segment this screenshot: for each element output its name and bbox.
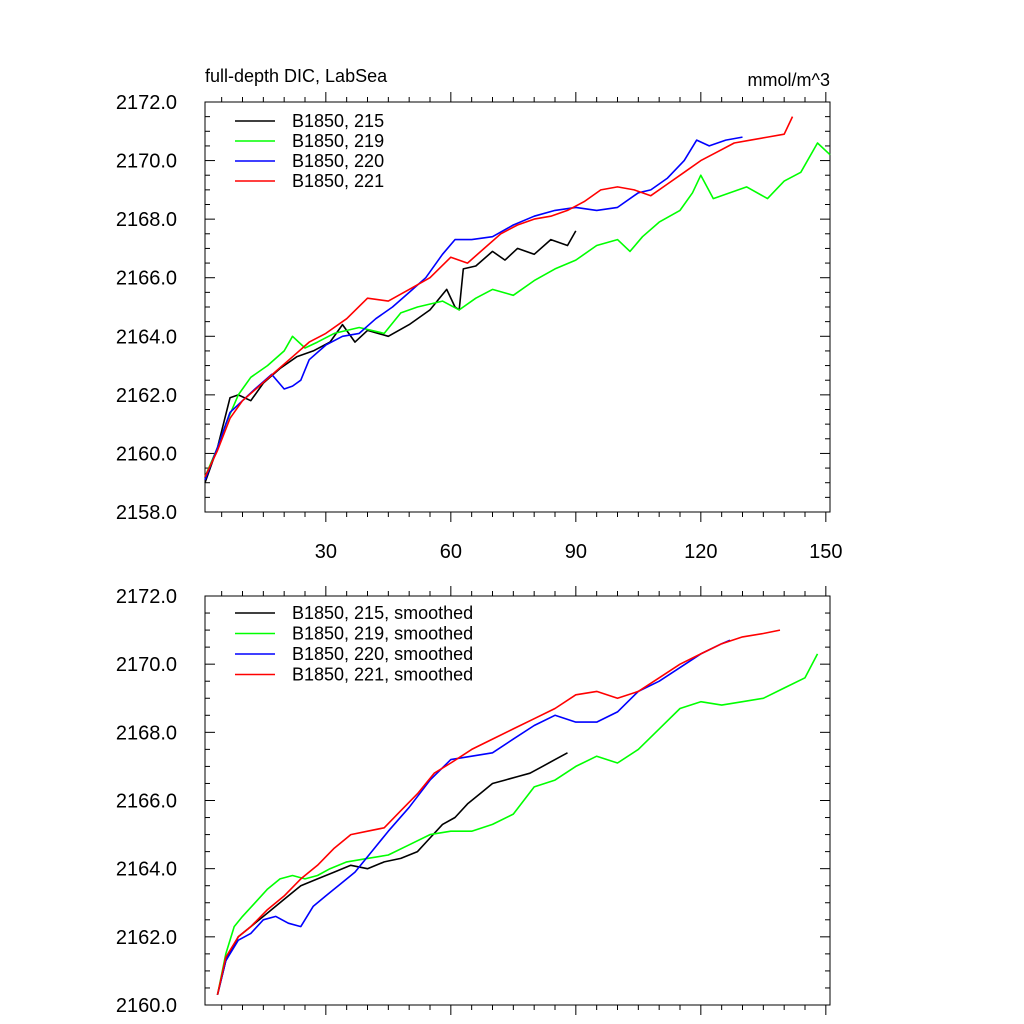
top-y-tick-label: 2168.0 [116,209,177,231]
bottom-y-tick-label: 2164.0 [116,859,177,881]
bottom-panel: 2160.0 2162.0 2164.0 2166.0 2168.0 2170.0 2172… [116,586,831,1017]
top-series-line-1 [204,230,577,483]
top-legend-label: B1850, 219 [292,131,384,151]
top-y-tick-label: 2172.0 [116,92,177,114]
bottom-legend-label: B1850, 219, smoothed [292,624,473,644]
top-chart-title: full-depth DIC, LabSea [205,66,388,86]
bottom-y-tick-label: 2166.0 [116,791,177,813]
bottom-series-line-4 [216,629,781,995]
top-x-tick-label: 30 [315,541,337,563]
top-y-tick-label: 2166.0 [116,268,177,290]
top-x-tick-label: 90 [565,541,587,563]
top-legend-label: B1850, 221 [292,171,384,191]
top-legend-label: B1850, 215 [292,111,384,131]
bottom-y-tick-label: 2170.0 [116,654,177,676]
top-chart-units: mmol/m^3 [748,70,830,90]
top-series-line-4 [204,116,794,478]
top-x-tick-label: 150 [809,541,842,563]
top-axis-ticks: 2158.0 2160.0 2162.0 2164.0 2166.0 2168.0 2170… [116,92,843,563]
bottom-legend-label: B1850, 220, smoothed [292,644,473,664]
bottom-series-line-1 [216,752,568,995]
top-series-lines [204,116,831,483]
bottom-y-tick-label: 2172.0 [116,586,177,608]
top-y-tick-label: 2162.0 [116,385,177,407]
top-y-tick-label: 2160.0 [116,443,177,465]
top-y-tick-label: 2170.0 [116,151,177,173]
top-y-tick-label: 2164.0 [116,326,177,348]
top-panel: full-depth DIC, LabSea mmol/m^3 2158.021… [116,66,843,563]
bottom-series-line-3 [216,639,731,995]
bottom-series-line-2 [216,653,819,995]
top-series-line-2 [204,142,831,478]
bottom-legend-label: B1850, 215, smoothed [292,603,473,623]
bottom-y-tick-label: 2160.0 [116,995,177,1017]
bottom-legend-label: B1850, 221, smoothed [292,665,473,685]
top-series-line-3 [204,136,743,481]
bottom-y-tick-label: 2162.0 [116,927,177,949]
top-x-tick-label: 60 [440,541,462,563]
top-legend-label: B1850, 220 [292,151,384,171]
bottom-axis-ticks: 2160.0 2162.0 2164.0 2166.0 2168.0 2170.0 2172… [116,586,830,1017]
bottom-series-lines [216,629,819,995]
top-y-tick-label: 2158.0 [116,502,177,524]
top-x-tick-label: 120 [684,541,717,563]
bottom-y-tick-label: 2168.0 [116,722,177,744]
